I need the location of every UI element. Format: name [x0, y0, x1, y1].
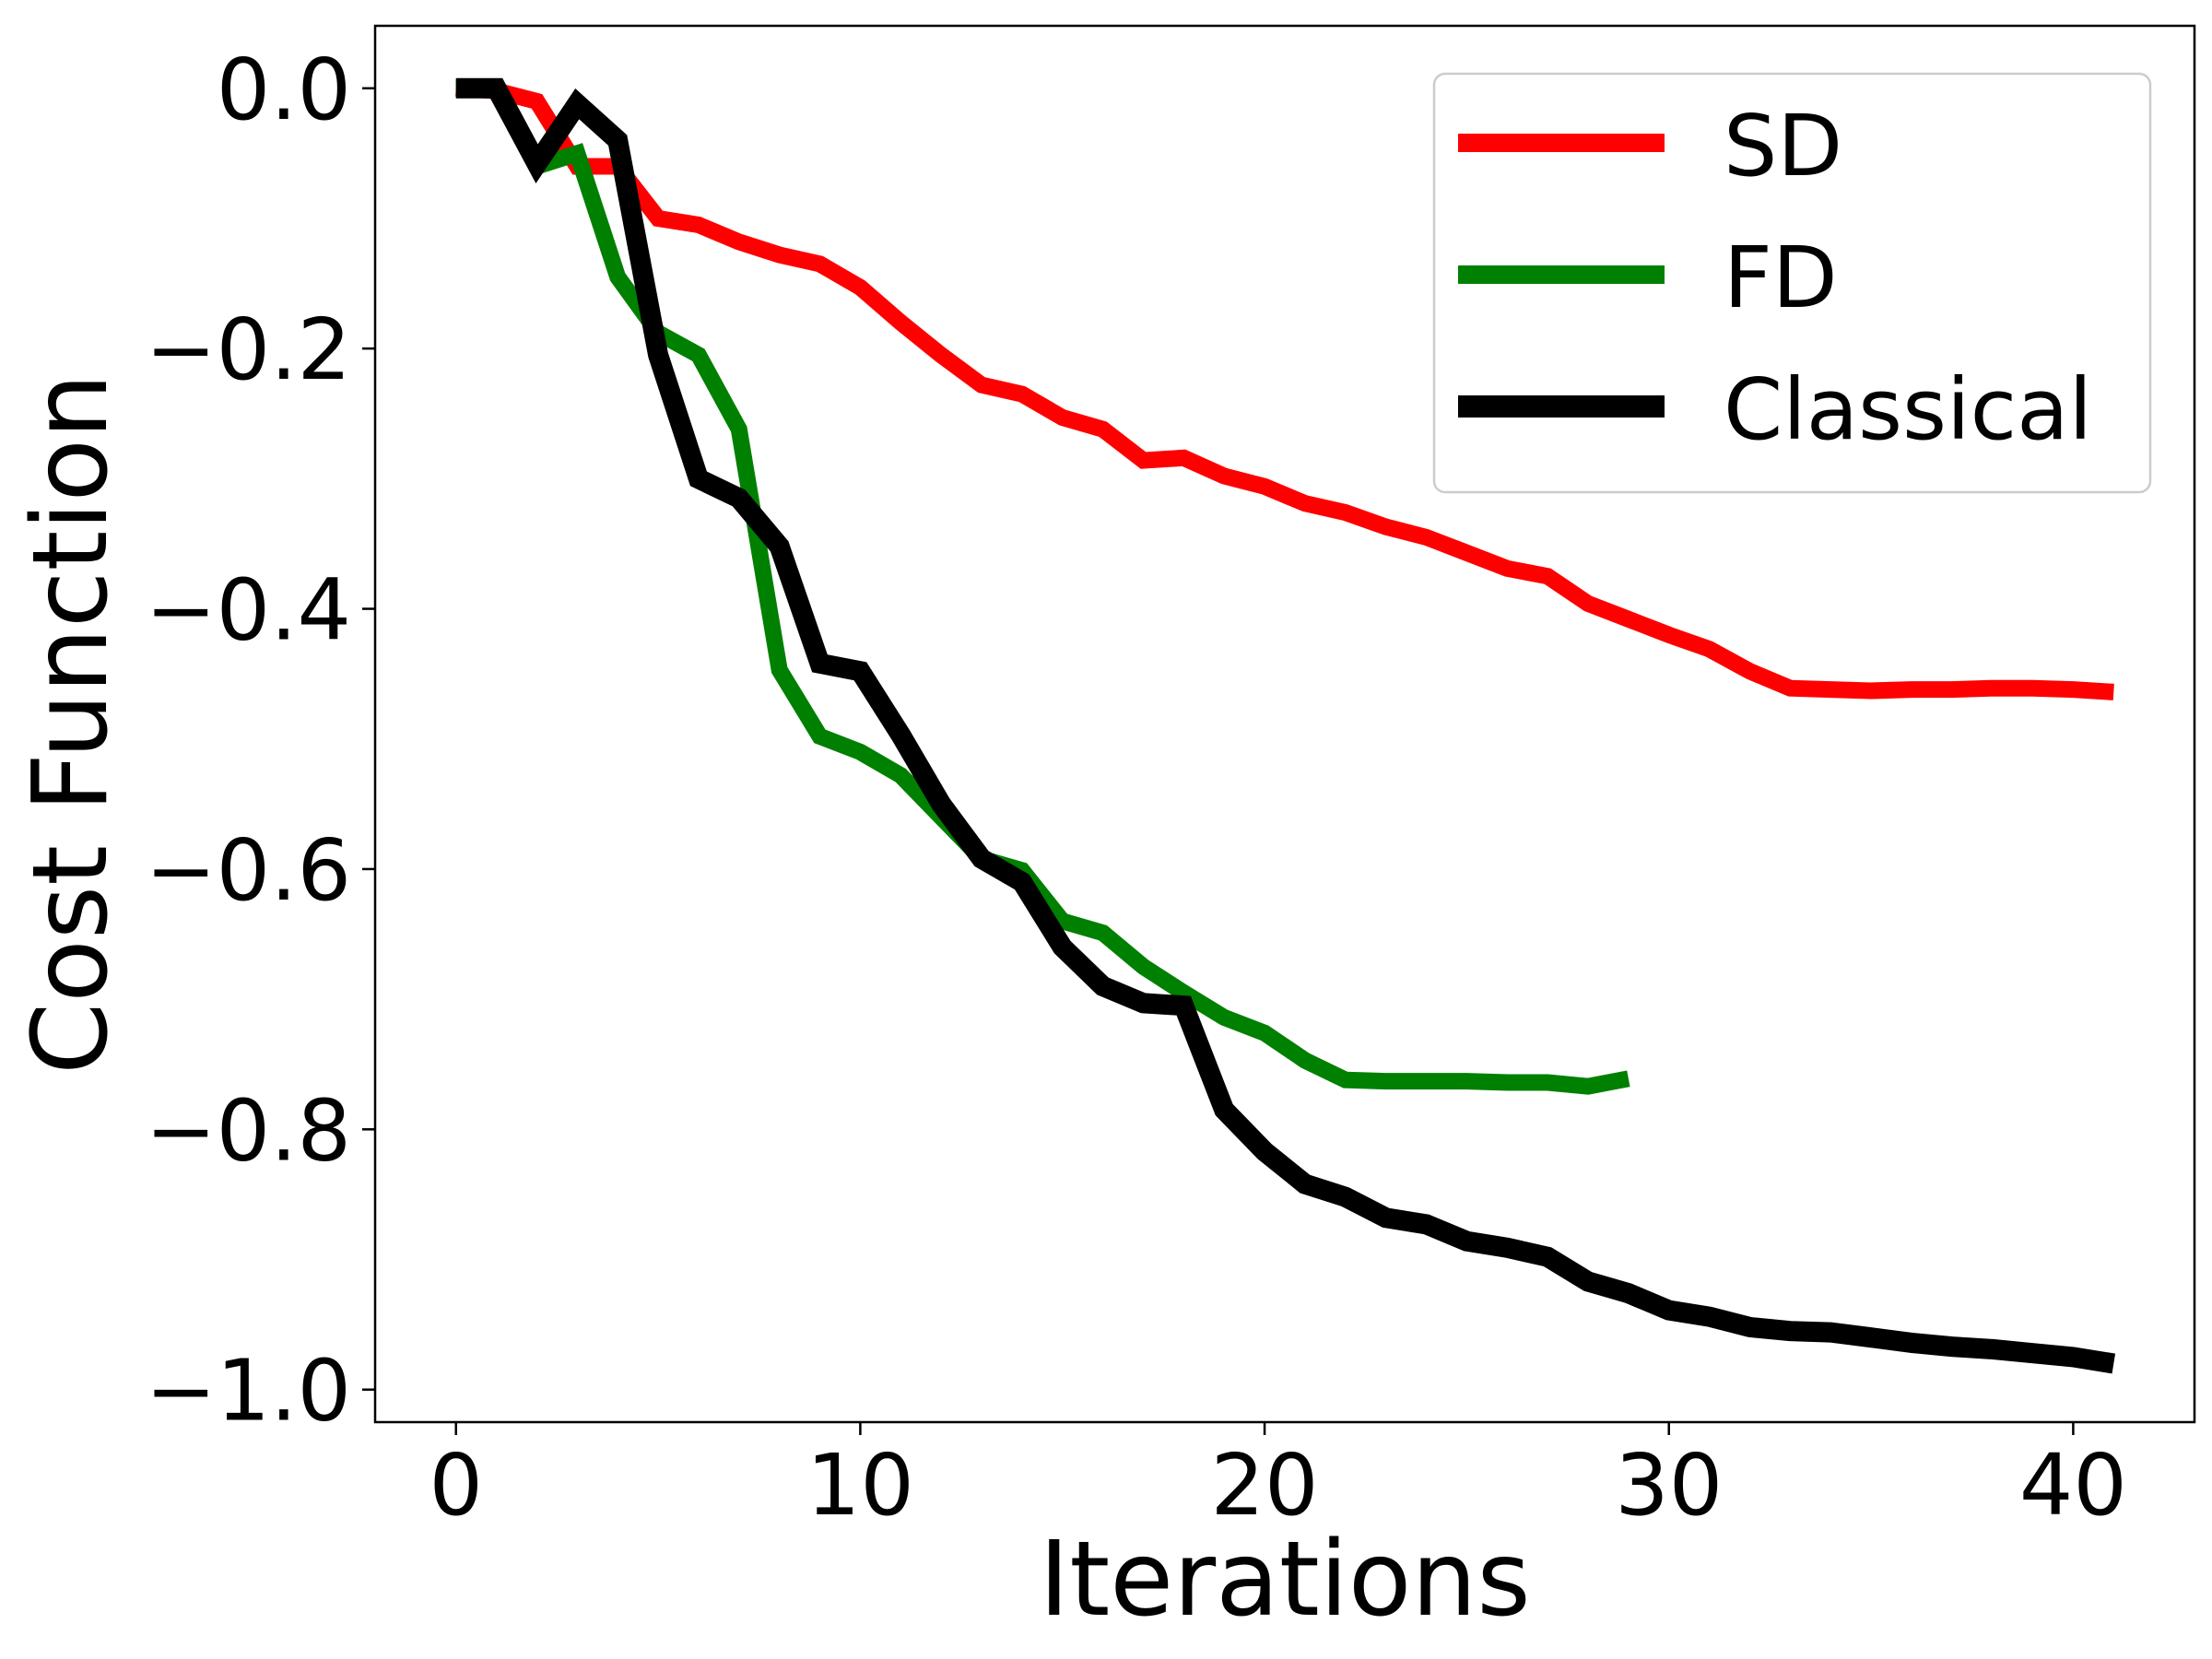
x-tick-label: 40 — [2019, 1436, 2127, 1535]
y-tick-label: −0.8 — [146, 1081, 351, 1180]
series-layer — [455, 77, 2116, 1374]
x-tick-label: 10 — [806, 1436, 914, 1535]
legend-label-classical: Classical — [1724, 360, 2092, 459]
y-ticks: 0.0 −0.2 −0.4 −0.6 −0.8 −1.0 — [146, 41, 375, 1441]
series-line-classical — [455, 77, 2116, 1374]
y-tick-label: 0.0 — [217, 41, 351, 139]
x-ticks: 0 10 20 30 40 — [429, 1422, 2127, 1535]
x-tick-label: 30 — [1615, 1436, 1723, 1535]
legend-label-fd: FD — [1724, 229, 1838, 327]
x-axis-label: Iterations — [1039, 1520, 1530, 1640]
axes-frame — [373, 24, 2196, 1424]
y-tick-label: −1.0 — [146, 1342, 351, 1441]
y-tick-label: −0.2 — [146, 300, 351, 399]
legend-label-sd: SD — [1724, 97, 1842, 195]
series-line-sd — [455, 79, 2114, 700]
legend-box — [1432, 72, 2152, 494]
y-tick-label: −0.4 — [146, 561, 351, 660]
x-tick-label: 0 — [429, 1436, 483, 1535]
y-tick-label: −0.6 — [146, 821, 351, 920]
y-axis-label: Cost Function — [11, 373, 131, 1075]
x-tick-label: 20 — [1211, 1436, 1319, 1535]
legend: SD FD Classical — [1432, 72, 2152, 494]
